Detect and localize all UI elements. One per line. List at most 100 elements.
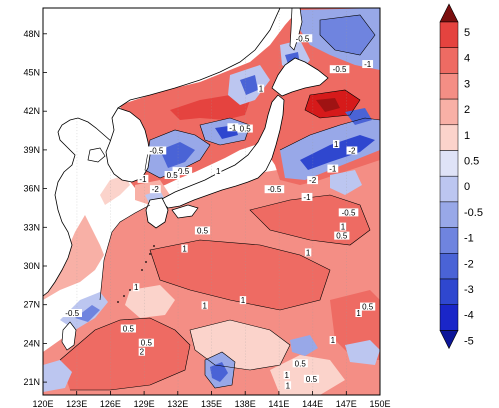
colorbar-label: -5 bbox=[464, 335, 474, 347]
contour-label-bg bbox=[329, 336, 337, 345]
contour-label-bg bbox=[332, 140, 340, 149]
contour-label-bg bbox=[292, 34, 313, 43]
lat-tick-label: 30N bbox=[23, 261, 40, 271]
contour-label-bg bbox=[164, 170, 180, 179]
contour-label-bg bbox=[138, 338, 154, 347]
lat-tick-label: 21N bbox=[23, 377, 40, 387]
contour-label: 1 bbox=[285, 371, 290, 380]
contour-label-bg bbox=[362, 60, 374, 69]
colorbar-top-arrow bbox=[439, 3, 459, 23]
contour-label: 0.5 bbox=[197, 226, 209, 235]
contour-label: -0.5 bbox=[175, 167, 189, 176]
contour-label-bg bbox=[284, 381, 292, 390]
lon-tick-label: 147E bbox=[336, 399, 357, 408]
contour-label-bg bbox=[227, 123, 239, 132]
contour-label: 1 bbox=[216, 167, 221, 176]
lat-tick-label: 48N bbox=[23, 29, 40, 39]
contour-label: 0.5 bbox=[362, 303, 374, 312]
contour-label-bg bbox=[334, 231, 350, 240]
contour-label-bg bbox=[133, 283, 140, 292]
lon-tick-label: 123E bbox=[66, 399, 87, 408]
colorbar-segment bbox=[439, 201, 459, 228]
land bbox=[43, 8, 329, 351]
colorbar-segment bbox=[439, 47, 459, 74]
contour-label-bg bbox=[257, 84, 265, 93]
contour-label-bg bbox=[327, 164, 339, 173]
colorbar-label: -4 bbox=[464, 310, 474, 322]
colorbar-segment bbox=[439, 253, 459, 280]
contour-label-bg bbox=[237, 124, 253, 133]
colorbar-label: 4 bbox=[464, 53, 470, 65]
colorbar-segment bbox=[439, 150, 459, 177]
contour-label: -1 bbox=[329, 165, 337, 174]
contour-label: 1 bbox=[341, 223, 346, 232]
honshu bbox=[159, 94, 285, 209]
contour-label: -0.5 bbox=[150, 146, 164, 155]
hokkaido bbox=[271, 57, 329, 97]
contour-label-bg bbox=[201, 301, 208, 310]
contour-label-bg bbox=[146, 146, 167, 155]
contour-label-bg bbox=[339, 222, 347, 231]
lat-tick-label: 36N bbox=[23, 184, 40, 194]
colorbar-segment bbox=[439, 98, 459, 126]
contour-label: 1 bbox=[286, 381, 291, 390]
lon-tick-label: 132E bbox=[167, 399, 188, 408]
lat-tick-label: 24N bbox=[23, 338, 40, 348]
latitude-axis: 48N 45N 42N 39N 36N 33N 30N 27N 24N 21N bbox=[23, 29, 47, 387]
lon-tick-label: 150E bbox=[369, 399, 390, 408]
colorbar-label: 0 bbox=[464, 181, 470, 193]
colorbar-segment bbox=[439, 304, 459, 331]
colorbar-label: 3 bbox=[464, 78, 470, 90]
contour-label: 1 bbox=[306, 248, 311, 257]
contour-label: -2 bbox=[348, 146, 356, 155]
contour-label-bg bbox=[181, 244, 188, 253]
contour-label-bg bbox=[283, 370, 290, 379]
contour-label: 0.5 bbox=[167, 171, 179, 180]
contour-label-bg bbox=[304, 248, 312, 257]
contour-label: -2 bbox=[309, 176, 317, 185]
lon-tick-label: 144E bbox=[302, 399, 323, 408]
contour-label: 1 bbox=[241, 296, 246, 305]
contour-label-bg bbox=[120, 324, 136, 333]
contour-label: 1 bbox=[334, 140, 339, 149]
kyushu bbox=[145, 197, 169, 229]
lat-tick-label: 42N bbox=[23, 106, 40, 116]
contour-label: -1 bbox=[364, 60, 372, 69]
contour-label: 2 bbox=[140, 348, 145, 357]
colorbar-bottom-arrow bbox=[439, 330, 459, 350]
contour-label: 1 bbox=[203, 301, 208, 310]
contour-label: -0.5 bbox=[333, 65, 347, 74]
contour-label-bg bbox=[62, 309, 83, 318]
colorbar-segment bbox=[439, 73, 459, 100]
lon-tick-label: 135E bbox=[201, 399, 222, 408]
colorbar-label: -1 bbox=[464, 233, 474, 245]
colorbar-label: 2 bbox=[464, 104, 470, 116]
taiwan bbox=[61, 321, 77, 351]
contour-labels: -0.5-1-2-0.50.5 1-1 0.51-0.5-0.5-11-2-1-0.… bbox=[62, 34, 376, 390]
contour-label: 0.5 bbox=[123, 325, 135, 334]
contour-label-bg bbox=[239, 296, 247, 305]
lat-tick-label: 45N bbox=[23, 68, 40, 78]
contour-label: -0.5 bbox=[296, 34, 310, 43]
colorbar-label: -2 bbox=[464, 258, 474, 270]
contour-label: -0.5 bbox=[65, 309, 79, 318]
contour-label-bg bbox=[303, 374, 320, 383]
contour-label: 1 bbox=[331, 336, 336, 345]
colorbar-label: 5 bbox=[464, 27, 470, 39]
contour-label: 0.5 bbox=[240, 125, 252, 134]
contour-label-bg bbox=[307, 176, 318, 185]
contour-label-bg bbox=[346, 146, 358, 155]
lat-tick-label: 33N bbox=[23, 222, 40, 232]
contour-label-bg bbox=[149, 185, 161, 194]
colorbar-segment bbox=[439, 175, 459, 203]
contour-label: 1 bbox=[259, 85, 264, 94]
lat-tick-label: 39N bbox=[23, 145, 40, 155]
lon-tick-label: 129E bbox=[134, 399, 155, 408]
contour-label: 0.5 bbox=[336, 232, 348, 241]
colorbar-segment bbox=[439, 278, 459, 305]
contour-label-bg bbox=[172, 167, 193, 176]
contour-label: 0.5 bbox=[295, 359, 307, 368]
contour-label-bg bbox=[215, 167, 222, 176]
contour-label-bg bbox=[194, 226, 211, 235]
